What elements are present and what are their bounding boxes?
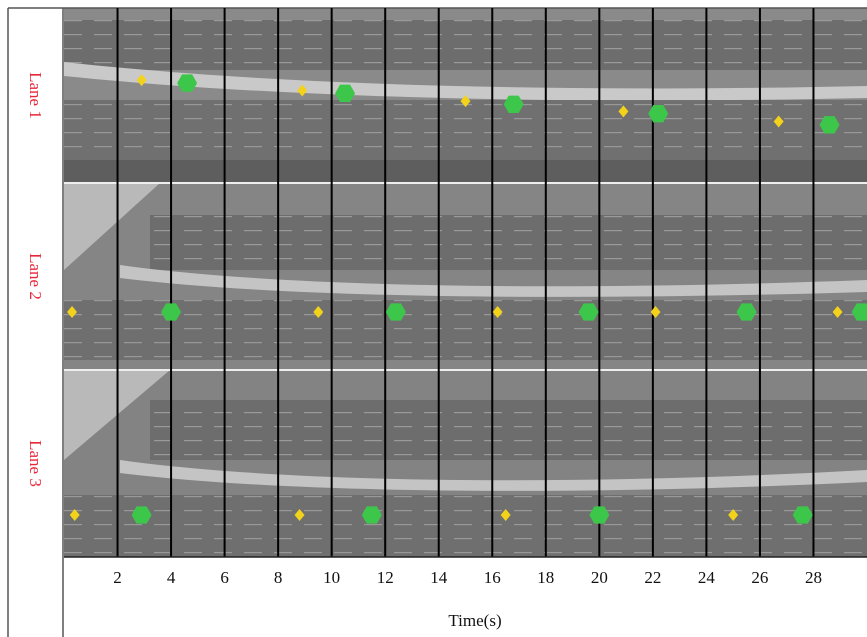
lane-label: Lane 1	[26, 72, 45, 119]
x-tick-label: 24	[698, 568, 716, 587]
x-tick-label: 20	[591, 568, 608, 587]
lane-image	[64, 183, 867, 370]
lane-image	[64, 370, 867, 557]
x-tick-label: 18	[537, 568, 554, 587]
x-tick-label: 4	[167, 568, 176, 587]
x-axis-label: Time(s)	[448, 611, 501, 630]
lane-label: Lane 3	[26, 440, 45, 487]
x-tick-label: 12	[377, 568, 394, 587]
x-tick-label: 26	[751, 568, 768, 587]
figure: Time(s) 246810121416182022242628Lane 1La…	[0, 0, 867, 637]
x-tick-label: 22	[644, 568, 661, 587]
x-tick-label: 10	[323, 568, 340, 587]
x-tick-label: 8	[274, 568, 283, 587]
x-tick-label: 6	[220, 568, 229, 587]
x-tick-label: 28	[805, 568, 822, 587]
lane-label: Lane 2	[26, 253, 45, 300]
x-tick-label: 16	[484, 568, 501, 587]
x-tick-label: 2	[113, 568, 122, 587]
x-tick-label: 14	[430, 568, 448, 587]
